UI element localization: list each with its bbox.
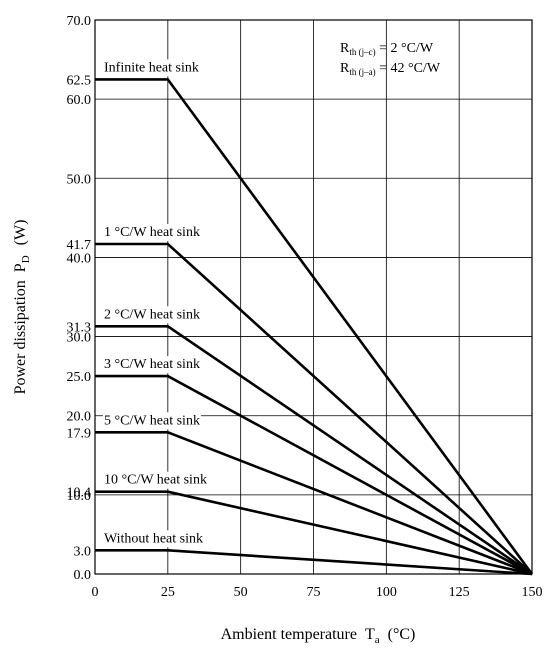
- y-tick-label: 70.0: [67, 14, 92, 29]
- series-line: [95, 242, 533, 575]
- series-label-background: [103, 356, 201, 374]
- annotations: Rth (j–c) = 2 °C/W Rth (j–a) = 42 °C/W: [340, 41, 441, 77]
- y-tick-label: 41.7: [67, 238, 92, 253]
- annotation-text: Rth (j–a) = 42 °C/W: [340, 61, 441, 77]
- y-tick-label: 17.9: [67, 426, 92, 441]
- y-axis-title: Power dissipationPD(W): [12, 220, 32, 395]
- series-label-background: [103, 471, 208, 489]
- series-label: 1 °C/W heat sink: [104, 225, 200, 240]
- x-tick-label: 25: [161, 585, 175, 600]
- series-line: [95, 374, 533, 576]
- plot-frame: [94, 19, 533, 575]
- series-labels: Infinite heat sink 1 °C/W heat sink 2 °C/W…: [103, 59, 208, 548]
- y-tick-label: 10.4: [67, 486, 92, 501]
- x-tick-label: 150: [522, 585, 543, 600]
- series-label: 2 °C/W heat sink: [104, 307, 200, 322]
- grid: [94, 19, 533, 575]
- y-tick-label: 20.0: [67, 410, 92, 425]
- y-tick-label: 60.0: [67, 93, 92, 108]
- series-line: [95, 430, 533, 576]
- y-tick-label: 62.5: [67, 73, 92, 88]
- x-tick-label: 50: [234, 585, 248, 600]
- series-line: [95, 548, 533, 576]
- series-label-background: [103, 530, 204, 548]
- series-label: Without heat sink: [104, 531, 203, 546]
- series-label-background: [103, 306, 201, 324]
- x-tick-label: 0: [92, 585, 99, 600]
- y-tick-label: 25.0: [67, 370, 92, 385]
- y-tick-labels: 0.0 3.0 10.410.0 17.920.0 25.0 31.330.0 41.740…: [67, 14, 92, 583]
- y-tick-label: 10.0: [67, 489, 92, 504]
- series-lines: [95, 78, 534, 576]
- series-label: 10 °C/W heat sink: [104, 473, 207, 488]
- x-tick-label: 125: [449, 585, 470, 600]
- y-tick-label: 50.0: [67, 172, 92, 187]
- series-label: 5 °C/W heat sink: [104, 413, 200, 428]
- y-tick-label: 40.0: [67, 251, 92, 266]
- series-label-background: [103, 59, 200, 77]
- x-tick-label: 100: [376, 585, 397, 600]
- y-tick-label: 3.0: [74, 544, 92, 559]
- series-label-background: [103, 412, 201, 430]
- series-label: 3 °C/W heat sink: [104, 357, 200, 372]
- x-tick-labels: 0 25 50 75 100 125 150: [92, 585, 543, 600]
- x-tick-label: 75: [307, 585, 321, 600]
- x-axis-title: Ambient temperature Ta (°C): [221, 626, 416, 646]
- annotation-text: Rth (j–c) = 2 °C/W: [340, 41, 434, 57]
- series-line: [95, 324, 533, 576]
- series-label: Infinite heat sink: [104, 60, 199, 75]
- series-line: [95, 78, 534, 575]
- y-tick-label: 0.0: [74, 568, 92, 583]
- y-tick-label: 30.0: [67, 331, 92, 346]
- series-line: [95, 490, 533, 576]
- series-label-background: [103, 223, 201, 241]
- y-tick-label: 31.3: [67, 320, 92, 335]
